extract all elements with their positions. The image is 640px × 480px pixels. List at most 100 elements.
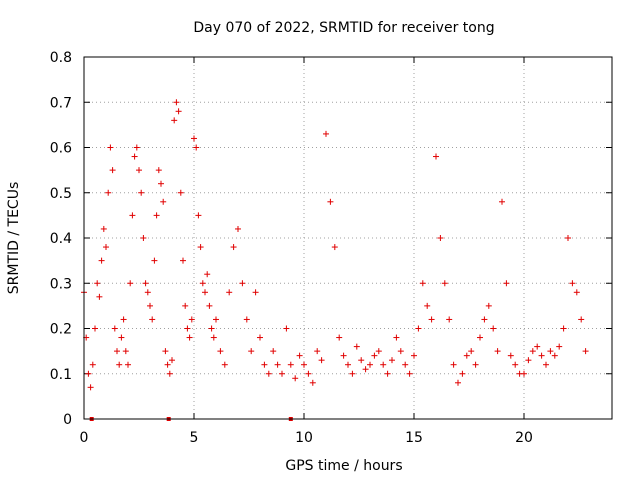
data-point: [243, 316, 250, 323]
data-point: [114, 348, 120, 355]
data-point: [459, 370, 466, 377]
data-point: [521, 370, 527, 377]
data-point: [463, 352, 470, 359]
data-point: [221, 361, 228, 368]
data-point: [147, 302, 153, 309]
data-point: [512, 361, 519, 368]
plot-frame: [83, 56, 613, 420]
data-point: [301, 361, 307, 368]
data-point: [184, 325, 191, 332]
data-point: [450, 361, 457, 368]
data-point: [560, 325, 567, 332]
data-point: [142, 280, 149, 287]
y-tick-label: 0.5: [50, 186, 72, 202]
data-point: [248, 348, 255, 355]
data-point: [208, 325, 215, 332]
data-point: [485, 302, 492, 309]
x-tick-label: 10: [295, 430, 313, 446]
data-point: [406, 370, 413, 377]
data-point: [261, 361, 268, 368]
data-point: [433, 153, 439, 160]
data-point: [125, 361, 131, 368]
x-tick-label: 15: [405, 430, 423, 446]
data-point: [543, 361, 549, 368]
data-point: [122, 348, 129, 355]
data-point: [353, 343, 360, 350]
data-point: [182, 302, 189, 309]
data-point: [481, 316, 488, 323]
data-point: [384, 370, 391, 377]
data-point: [127, 280, 134, 287]
data-point: [169, 357, 175, 364]
data-point: [565, 235, 571, 241]
data-point: [213, 316, 219, 323]
data-point: [107, 144, 114, 151]
data-point: [191, 135, 197, 142]
data-point: [235, 225, 241, 232]
data-point: [155, 167, 162, 174]
data-point: [151, 257, 158, 264]
data-point: [274, 361, 281, 368]
data-point: [318, 357, 325, 364]
data-point: [164, 361, 171, 368]
data-point: [446, 316, 453, 323]
data-point: [547, 348, 554, 355]
data-point: [206, 302, 213, 309]
data-point: [186, 334, 193, 341]
data-points: [81, 99, 589, 391]
data-point: [118, 334, 125, 341]
data-point: [103, 244, 109, 251]
data-point: [199, 280, 206, 287]
data-point: [239, 280, 246, 287]
data-point: [140, 235, 147, 241]
data-point: [171, 117, 178, 124]
data-point: [230, 244, 237, 251]
data-point: [468, 348, 475, 355]
data-point: [402, 361, 409, 368]
data-point: [111, 325, 118, 332]
data-point: [441, 280, 448, 287]
data-point: [349, 370, 356, 377]
data-point: [494, 348, 501, 355]
data-point: [331, 244, 338, 251]
data-point: [177, 189, 184, 196]
data-point: [551, 352, 558, 359]
data-point: [87, 384, 94, 391]
data-point: [100, 225, 107, 232]
y-tick-label: 0.3: [50, 276, 72, 292]
data-point: [503, 280, 510, 287]
x-axis-label: GPS time / hours: [285, 458, 402, 474]
data-point: [287, 361, 294, 368]
data-point: [371, 352, 378, 359]
data-point: [173, 99, 180, 106]
data-point: [202, 289, 208, 296]
data-point: [323, 130, 329, 137]
y-axis-label: SRMTID / TECUs: [6, 182, 22, 295]
data-point: [94, 280, 101, 287]
data-point: [279, 370, 285, 377]
data-point: [499, 198, 505, 205]
data-point: [210, 334, 217, 341]
data-point: [525, 357, 532, 364]
data-point: [345, 361, 351, 368]
data-point: [144, 289, 151, 296]
data-point: [507, 352, 514, 359]
y-tick-label: 0.1: [50, 367, 72, 383]
data-point: [296, 352, 303, 359]
data-point: [180, 257, 186, 264]
data-point: [166, 370, 173, 377]
data-point: [397, 348, 404, 355]
data-point: [149, 316, 156, 323]
data-point: [162, 348, 169, 355]
data-point: [116, 361, 123, 368]
x-tick-label: 20: [515, 430, 533, 446]
data-point: [375, 348, 382, 355]
data-point: [136, 167, 142, 174]
data-point: [197, 244, 204, 251]
data-point: [193, 144, 200, 151]
y-tick-label: 0.6: [50, 141, 72, 157]
data-point: [534, 343, 541, 350]
data-point: [85, 370, 92, 377]
data-point: [358, 357, 365, 364]
